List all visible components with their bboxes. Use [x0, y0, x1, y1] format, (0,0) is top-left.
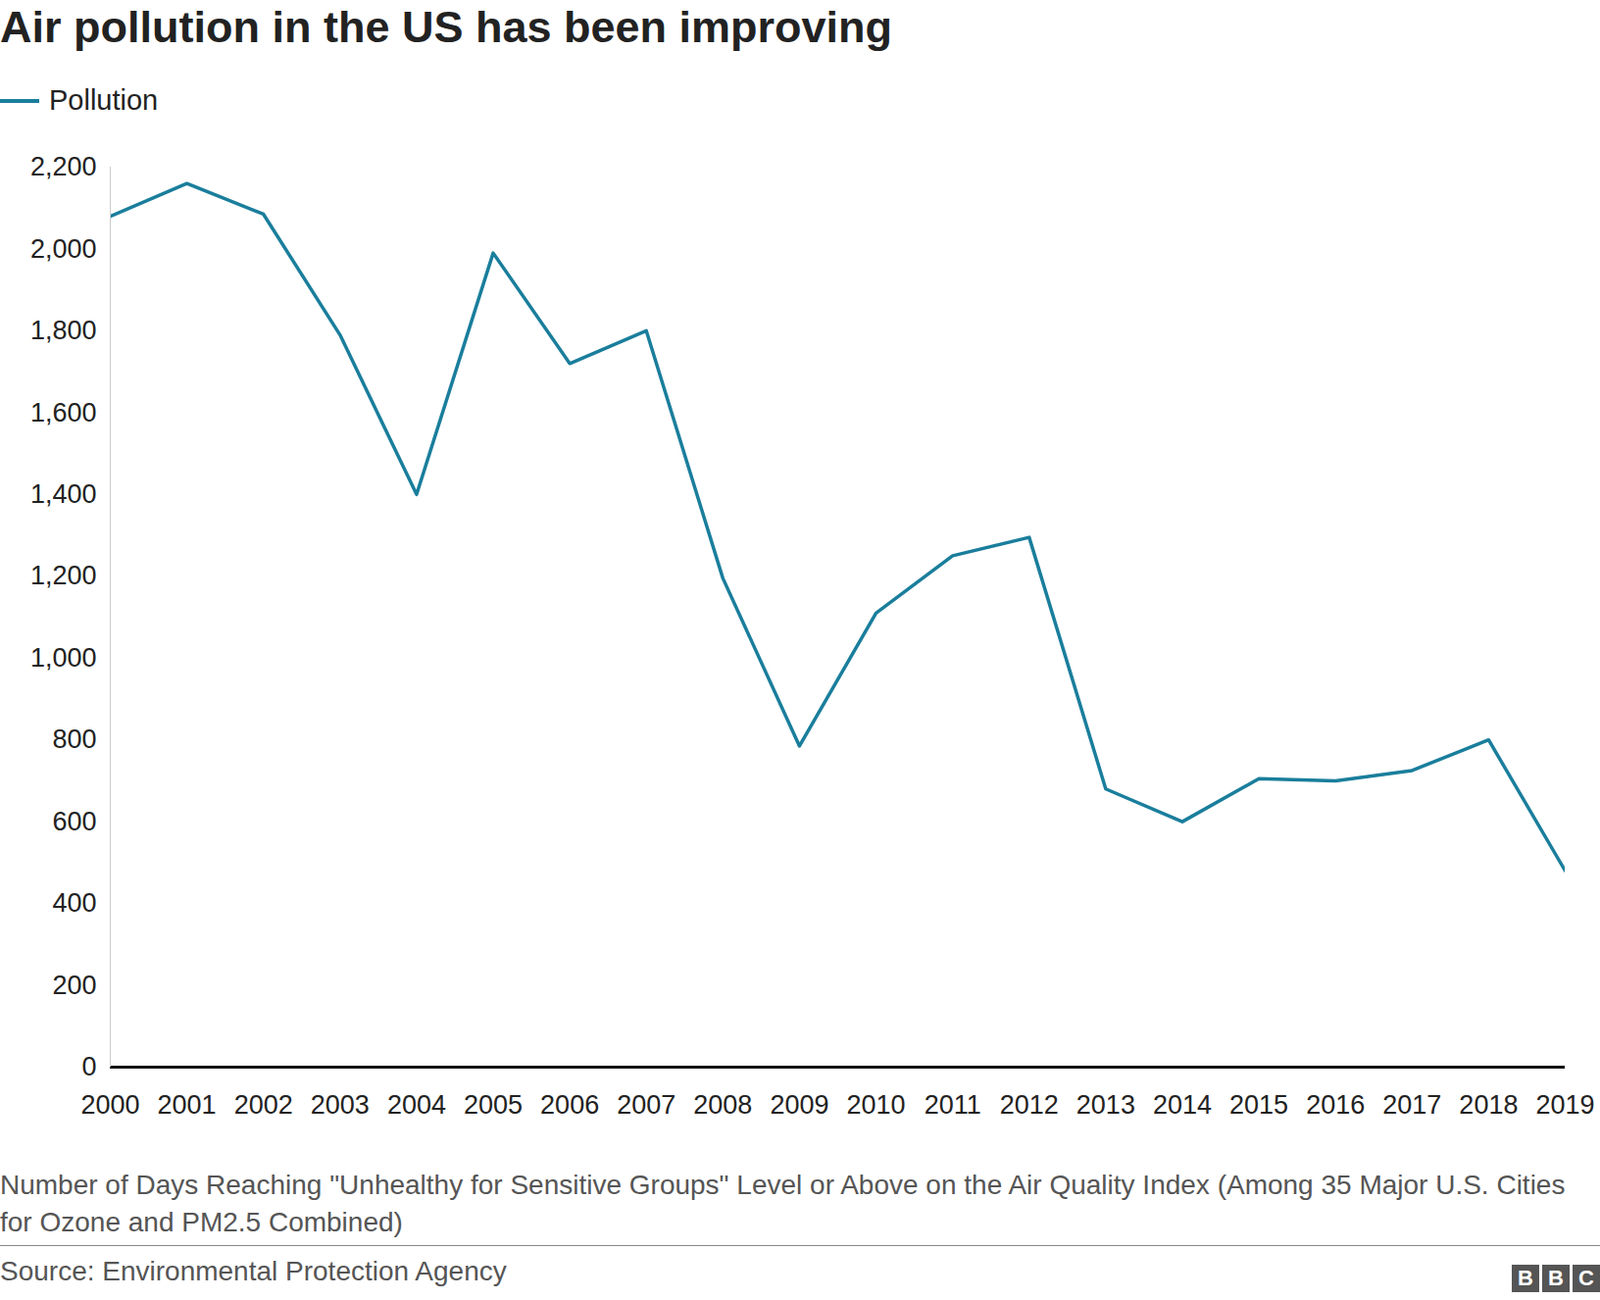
svg-text:1,400: 1,400: [30, 479, 98, 509]
svg-text:800: 800: [51, 724, 97, 754]
svg-text:1,600: 1,600: [30, 398, 98, 428]
svg-text:200: 200: [51, 970, 97, 1000]
svg-text:2,200: 2,200: [30, 151, 98, 182]
html-text:Number of Days Reaching "Unhea: Number of Days Reaching "Unhealthy for S…: [0, 1169, 1566, 1238]
svg-text:2011: 2011: [924, 1090, 982, 1120]
svg-text:2008: 2008: [693, 1090, 752, 1120]
html-text:Pollution: Pollution: [49, 84, 159, 116]
svg-text:2007: 2007: [616, 1090, 676, 1120]
svg-text:2001: 2001: [157, 1090, 217, 1120]
svg-text:2010: 2010: [847, 1090, 906, 1120]
svg-text:2013: 2013: [1076, 1090, 1136, 1120]
svg-text:2006: 2006: [540, 1090, 600, 1120]
html-text:C: C: [1578, 1265, 1595, 1291]
html-text:B: B: [1517, 1265, 1534, 1291]
html-text:B: B: [1548, 1265, 1564, 1291]
svg-text:1,200: 1,200: [30, 560, 98, 591]
svg-text:2015: 2015: [1229, 1090, 1289, 1120]
svg-text:2019: 2019: [1535, 1090, 1595, 1120]
html-text:Air pollution in the US has be: Air pollution in the US has been improvi…: [0, 1, 893, 52]
svg-text:0: 0: [81, 1051, 97, 1082]
html-text:Source: Environmental Protecti: Source: Environmental Protection Agency: [0, 1255, 507, 1287]
svg-text:2003: 2003: [310, 1090, 370, 1120]
svg-text:2016: 2016: [1305, 1090, 1365, 1120]
svg-text:2012: 2012: [1000, 1090, 1059, 1120]
svg-text:2018: 2018: [1458, 1090, 1518, 1120]
svg-text:2,000: 2,000: [30, 234, 98, 264]
svg-text:2009: 2009: [769, 1090, 829, 1120]
svg-text:1,000: 1,000: [30, 643, 98, 673]
svg-text:2017: 2017: [1382, 1090, 1442, 1120]
svg-text:2004: 2004: [387, 1090, 447, 1120]
svg-text:600: 600: [51, 806, 97, 837]
svg-text:2002: 2002: [234, 1090, 294, 1120]
svg-text:2000: 2000: [80, 1090, 140, 1120]
svg-text:400: 400: [51, 888, 97, 918]
svg-text:1,800: 1,800: [30, 315, 98, 346]
svg-text:2014: 2014: [1152, 1090, 1212, 1120]
svg-text:2005: 2005: [463, 1090, 523, 1120]
